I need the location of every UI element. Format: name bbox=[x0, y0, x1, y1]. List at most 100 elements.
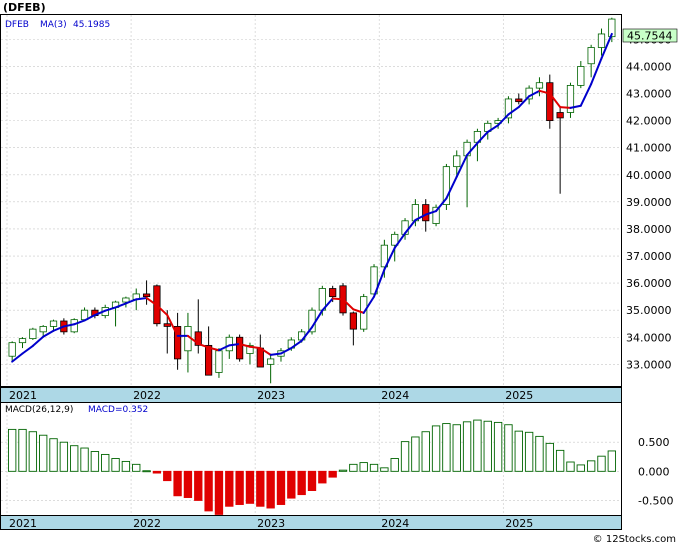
ma3-segment bbox=[104, 306, 117, 312]
macd-bar bbox=[121, 460, 131, 472]
legend-ma: MA(3) bbox=[40, 20, 67, 30]
macd-x-tick-label: 2025 bbox=[505, 517, 533, 530]
candle-body bbox=[194, 331, 202, 346]
last-price-tag: 45.7544 bbox=[622, 28, 678, 43]
candle-body bbox=[205, 344, 213, 376]
ma3-segment bbox=[393, 232, 407, 249]
macd-bar bbox=[411, 436, 420, 472]
macd-bar bbox=[297, 470, 306, 496]
macd-bar bbox=[266, 470, 275, 509]
down-candle bbox=[163, 310, 171, 354]
up-candle bbox=[29, 327, 37, 340]
ma3-segment bbox=[186, 334, 200, 345]
macd-bar bbox=[607, 450, 617, 472]
ma3-line bbox=[11, 32, 613, 363]
macd-x-tick-label: 2023 bbox=[257, 517, 285, 530]
candle-body bbox=[39, 326, 47, 333]
macd-bar bbox=[7, 428, 17, 472]
up-candle bbox=[442, 163, 451, 210]
ma3-segment bbox=[248, 345, 262, 350]
up-candle bbox=[18, 337, 27, 349]
up-candle bbox=[566, 82, 575, 118]
ma3-segment bbox=[145, 296, 158, 307]
price-y-tick-label: 41.0000 bbox=[626, 142, 672, 155]
ma3-segment bbox=[321, 297, 334, 312]
ma3-segment bbox=[279, 347, 293, 355]
macd-y-tick-label: 0.000 bbox=[638, 465, 670, 478]
price-x-tick-label: 2022 bbox=[133, 389, 161, 402]
candle-body bbox=[546, 82, 554, 122]
ma3-segment bbox=[590, 57, 603, 86]
down-candle bbox=[546, 74, 554, 129]
macd-bar bbox=[173, 470, 182, 497]
macd-bar bbox=[287, 470, 296, 499]
macd-y-tick-label: 0.500 bbox=[638, 436, 670, 449]
ma3-segment bbox=[52, 325, 65, 332]
macd-bar bbox=[39, 434, 48, 472]
macd-bar bbox=[276, 470, 286, 505]
candle-body bbox=[566, 85, 575, 113]
macd-bar bbox=[586, 460, 596, 472]
candle-body bbox=[215, 350, 223, 373]
down-candle bbox=[205, 326, 213, 376]
ma3-segment bbox=[31, 335, 45, 347]
macd-bar bbox=[80, 447, 89, 472]
macd-bar bbox=[318, 470, 327, 484]
macd-bar bbox=[338, 469, 348, 472]
macd-bar bbox=[566, 461, 575, 472]
up-candle bbox=[122, 296, 130, 308]
price-y-tick-label: 39.0000 bbox=[626, 196, 672, 209]
price-y-tick-label: 36.0000 bbox=[626, 277, 672, 290]
up-candle bbox=[432, 204, 440, 227]
ma3-segment bbox=[373, 268, 386, 298]
macd-bar bbox=[535, 435, 544, 472]
down-candle bbox=[236, 334, 244, 362]
macd-bar bbox=[183, 470, 193, 498]
ma3-segment bbox=[238, 343, 251, 348]
ma3-segment bbox=[559, 106, 572, 109]
price-y-tick-label: 44.0000 bbox=[626, 60, 672, 73]
down-candle bbox=[515, 93, 523, 105]
macd-x-axis-band bbox=[0, 515, 622, 530]
ma3-segment bbox=[114, 302, 127, 309]
price-x-tick-label: 2023 bbox=[257, 389, 285, 402]
macd-bar bbox=[194, 470, 203, 501]
macd-bar bbox=[483, 420, 492, 472]
candle-body bbox=[49, 320, 58, 327]
ma3-segment bbox=[11, 352, 24, 363]
up-candle bbox=[577, 61, 585, 89]
macd-bar bbox=[442, 423, 451, 472]
up-candle bbox=[587, 44, 595, 78]
ma3-segment bbox=[300, 326, 313, 342]
macd-title: MACD(26,12,9) bbox=[5, 405, 73, 415]
macd-bar bbox=[152, 470, 162, 474]
candle-body bbox=[246, 344, 254, 354]
up-candle bbox=[453, 150, 461, 178]
candle-body bbox=[535, 82, 544, 89]
candle-body bbox=[422, 204, 430, 222]
ma3-segment bbox=[466, 142, 479, 157]
price-y-tick-label: 37.0000 bbox=[626, 250, 672, 263]
price-y-tick-label: 33.0000 bbox=[626, 358, 672, 371]
macd-bar bbox=[421, 431, 430, 472]
candle-body bbox=[515, 98, 523, 103]
macd-bar bbox=[462, 421, 472, 472]
candle-body bbox=[442, 166, 451, 205]
candle-body bbox=[329, 288, 337, 298]
macd-bar bbox=[504, 424, 513, 472]
macd-bar bbox=[328, 470, 337, 478]
candle-body bbox=[163, 323, 171, 327]
ma3-segment bbox=[135, 296, 148, 301]
macd-bar bbox=[256, 470, 265, 507]
macd-bar bbox=[380, 467, 389, 472]
up-candle bbox=[504, 96, 513, 124]
ma3-segment bbox=[424, 210, 438, 216]
macd-bar bbox=[245, 470, 255, 504]
candle-body bbox=[349, 312, 357, 330]
ma3-segment bbox=[579, 83, 593, 107]
ma3-segment bbox=[259, 347, 272, 356]
price-y-tick-label: 43.0000 bbox=[626, 88, 672, 101]
ma3-segment bbox=[435, 197, 448, 213]
ma3-segment bbox=[528, 89, 541, 98]
